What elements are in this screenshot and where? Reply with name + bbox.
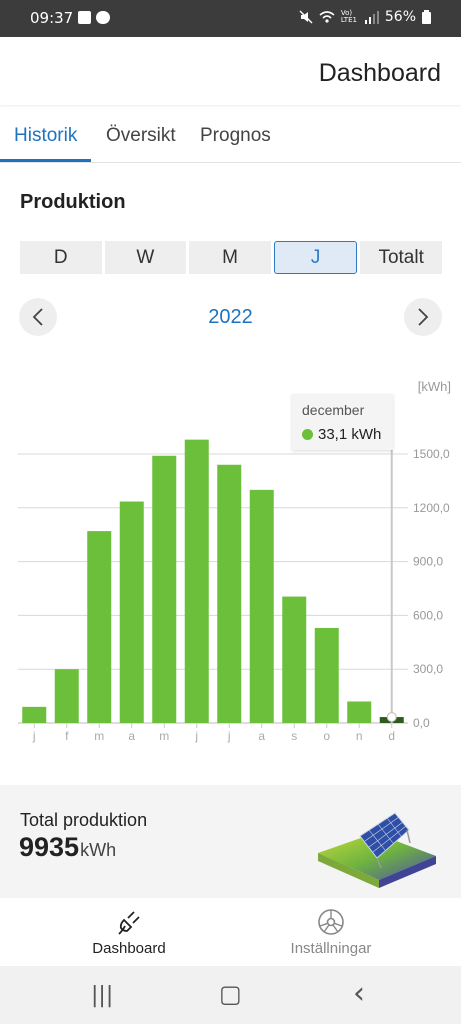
x-tick-label: a <box>258 729 265 743</box>
period-navigation: 2022 <box>19 298 442 336</box>
chart-bar <box>152 455 177 723</box>
x-tick-label: j <box>227 729 231 743</box>
active-tab-indicator <box>0 159 91 162</box>
x-tick-label: f <box>65 729 69 743</box>
bottom-navigation: Dashboard Inställningar <box>0 898 461 966</box>
chart-bar <box>314 627 339 723</box>
y-tick-label: 0,0 <box>413 716 430 730</box>
production-chart-svg: [kWh] 0,0 300,0 600,0 900,0 1200,0 1500,0 j f m a m… <box>18 379 451 743</box>
x-tick-label: d <box>388 729 395 743</box>
chart-tooltip: december 33,1 kWh <box>292 394 393 450</box>
y-tick-label: 1500,0 <box>413 447 450 461</box>
tab-prognos[interactable]: Prognos <box>200 125 271 146</box>
nav-dashboard[interactable]: Dashboard <box>39 898 219 966</box>
tab-bar: Historik Översikt Prognos <box>0 106 461 163</box>
next-period-button[interactable] <box>404 298 442 336</box>
total-value-unit: kWh <box>80 840 117 860</box>
chart-bar <box>22 706 47 723</box>
x-tick-label: m <box>159 729 169 743</box>
y-axis-unit-label: [kWh] <box>418 379 451 394</box>
x-tick-label: n <box>356 729 363 743</box>
chart-bar <box>119 501 144 723</box>
period-week-button[interactable]: W <box>104 241 187 274</box>
gallery-notification-icon <box>78 11 91 24</box>
app-header: Dashboard <box>0 37 461 105</box>
tooltip-month: december <box>302 402 365 418</box>
period-total-button[interactable]: Totalt <box>360 241 442 274</box>
x-tick-label: s <box>291 729 297 743</box>
nav-dashboard-label: Dashboard <box>92 940 166 957</box>
battery-icon <box>422 10 431 24</box>
x-tick-label: j <box>194 729 198 743</box>
back-button[interactable]: ‹ <box>353 976 365 1011</box>
app-notification-icon <box>96 11 110 24</box>
home-button[interactable]: ▢ <box>219 980 242 1008</box>
period-day-button[interactable]: D <box>20 241 102 274</box>
production-chart[interactable]: [kWh] 0,0 300,0 600,0 900,0 1200,0 1500,0 j f m a m… <box>0 360 461 760</box>
solar-panel-illustration <box>318 812 436 888</box>
period-year-button[interactable]: J <box>273 241 358 274</box>
section-title: Produktion <box>20 191 126 213</box>
chevron-left-icon <box>32 308 43 326</box>
x-tick-label: m <box>94 729 104 743</box>
chevron-right-icon <box>418 308 429 326</box>
previous-period-button[interactable] <box>19 298 57 336</box>
y-tick-label: 900,0 <box>413 555 443 569</box>
chart-bar <box>87 531 112 723</box>
plug-icon <box>118 911 140 935</box>
x-tick-label: a <box>128 729 135 743</box>
tooltip-value-row: 33,1 kWh <box>302 426 381 443</box>
chart-bar <box>184 439 209 723</box>
notification-icons <box>78 11 110 24</box>
status-time: 09:37 <box>30 9 74 27</box>
settings-wheel-icon <box>318 909 344 935</box>
period-selector: D W M J Totalt <box>20 241 442 274</box>
chart-bar <box>54 669 79 723</box>
chart-bar <box>282 596 307 723</box>
y-tick-label: 300,0 <box>413 662 443 676</box>
recent-apps-button[interactable]: ||| <box>91 983 114 1008</box>
y-tick-label: 600,0 <box>413 608 443 622</box>
status-icons: Vo) LTE1 56% <box>299 9 431 25</box>
x-tick-label: j <box>32 729 36 743</box>
series-dot-icon <box>302 429 313 440</box>
chart-bar <box>347 701 372 723</box>
system-navigation-bar: ||| ▢ ‹ <box>0 966 461 1024</box>
signal-icon <box>364 10 379 24</box>
period-month-button[interactable]: M <box>189 241 271 274</box>
network-label: Vo) LTE1 <box>340 9 357 24</box>
chart-bar <box>217 464 242 723</box>
chart-bar <box>249 489 274 723</box>
total-value-number: 9935 <box>19 832 80 862</box>
tab-historik[interactable]: Historik <box>14 125 78 146</box>
battery-percent: 56% <box>384 9 416 25</box>
wifi-icon <box>319 11 335 23</box>
current-year: 2022 <box>208 306 253 328</box>
status-bar: 09:37 Vo) LTE1 56% <box>0 0 461 37</box>
page-title: Dashboard <box>318 59 441 87</box>
x-tick-label: o <box>323 729 330 743</box>
total-production-value: 9935kWh <box>19 832 116 863</box>
tab-oversikt[interactable]: Översikt <box>106 125 176 146</box>
chart-cursor-point <box>386 712 397 723</box>
nav-settings[interactable]: Inställningar <box>241 898 421 966</box>
mute-icon <box>299 10 313 24</box>
tooltip-value: 33,1 kWh <box>318 426 382 443</box>
y-tick-label: 1200,0 <box>413 501 450 515</box>
nav-settings-label: Inställningar <box>290 940 372 957</box>
total-production-label: Total produktion <box>20 810 148 830</box>
